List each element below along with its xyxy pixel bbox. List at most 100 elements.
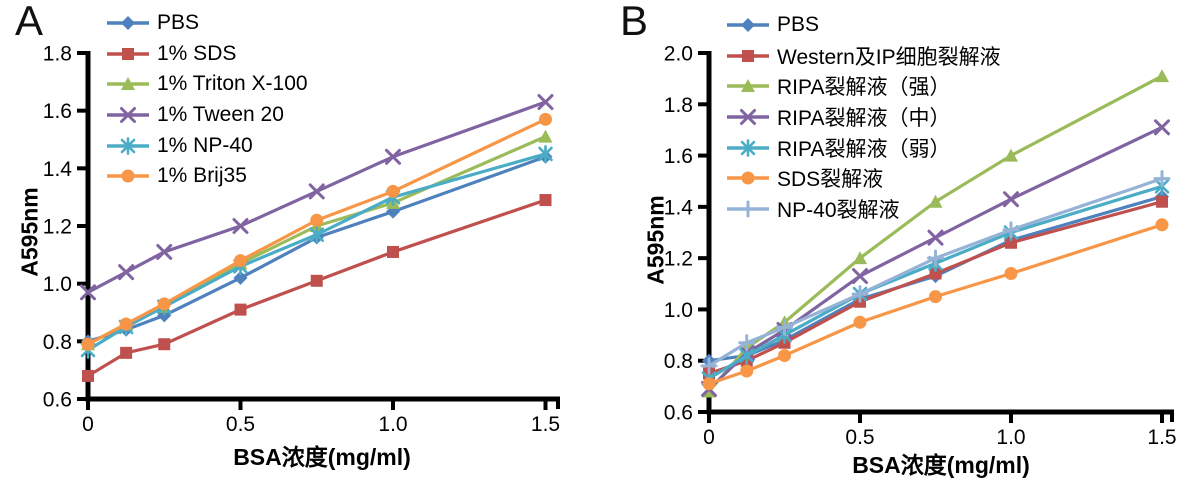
circle-marker-icon — [81, 337, 95, 351]
x-tick-label: 0.5 — [226, 413, 255, 436]
circle-marker-icon — [119, 317, 133, 331]
circle-marker-icon — [853, 315, 867, 329]
legend-item: 1% Brij35 — [106, 161, 308, 192]
y-tick-label: 1.4 — [664, 196, 694, 219]
circle-marker-icon — [929, 290, 942, 304]
legend-item: SDS裂解液 — [726, 163, 1001, 194]
plus-marker-icon — [927, 249, 944, 267]
legend-label: RIPA裂解液（强） — [777, 76, 951, 100]
legend-circle-swatch-icon — [727, 171, 769, 185]
square-marker-icon — [82, 369, 94, 382]
triangle-marker-icon — [928, 194, 943, 208]
legend-diamond-swatch-icon — [107, 16, 149, 31]
legend-item: 1% NP-40 — [106, 130, 308, 161]
x-marker-icon — [308, 183, 325, 200]
y-tick-label: 0.8 — [43, 331, 72, 354]
legend-label: Western及IP细胞裂解液 — [777, 45, 1001, 69]
panel-a-plot: 0.6 0.8 1.0 1.2 1.4 1.6 1.8 0 0.5 1.0 1.5 — [43, 43, 560, 437]
x-tick-label: 1.5 — [1147, 426, 1176, 449]
legend-label: RIPA裂解液（弱） — [777, 137, 951, 161]
circle-marker-icon — [1004, 267, 1018, 281]
legend-item: 1% Triton X-100 — [106, 69, 308, 100]
asterisk-marker-icon — [309, 225, 325, 244]
panel-a-x-axis-title: BSA浓度(mg/ml) — [233, 444, 411, 470]
diamond-marker-icon — [121, 16, 135, 31]
circle-marker-icon — [778, 349, 791, 363]
legend-asterisk-swatch-icon — [727, 138, 769, 157]
legend-square-swatch-icon — [727, 49, 769, 62]
legend-label: 1% Tween 20 — [157, 103, 284, 127]
square-marker-icon — [122, 47, 134, 60]
legend-item: 1% Tween 20 — [106, 100, 308, 131]
x-marker-icon — [927, 229, 944, 246]
square-marker-icon — [310, 274, 323, 287]
legend-label: 1% SDS — [157, 41, 237, 65]
y-tick-label: 1.8 — [43, 43, 72, 66]
series-line-1-6 — [700, 170, 1171, 375]
x-marker-icon — [740, 109, 756, 126]
diamond-marker-icon — [741, 18, 755, 33]
legend-label: RIPA裂解液（中） — [777, 107, 951, 131]
triangle-marker-icon — [853, 251, 867, 265]
plus-marker-icon — [700, 357, 718, 375]
y-tick-label: 0.6 — [43, 389, 72, 412]
circle-marker-icon — [234, 254, 247, 268]
triangle-marker-icon — [538, 129, 553, 143]
x-tick-label: 0 — [703, 426, 715, 449]
y-tick-label: 1.6 — [43, 100, 72, 123]
legend-item: PBS — [106, 8, 308, 39]
circle-marker-icon — [157, 297, 171, 311]
x-marker-icon — [537, 94, 554, 111]
legend-triangle-swatch-icon — [107, 77, 149, 91]
y-tick-label: 1.0 — [43, 273, 72, 296]
x-marker-icon — [1003, 191, 1019, 208]
legend-square-swatch-icon — [107, 47, 149, 60]
triangle-marker-icon — [741, 79, 755, 93]
panel-b-plot: 0.6 0.8 1.0 1.2 1.4 1.6 1.8 2.0 0 0.5 1.0 1.5 — [664, 43, 1177, 450]
x-marker-icon — [232, 218, 249, 234]
y-tick-label: 1.8 — [664, 94, 693, 117]
circle-marker-icon — [702, 377, 716, 391]
legend-label: 1% NP-40 — [157, 133, 253, 157]
legend-label: 1% Triton X-100 — [157, 72, 308, 96]
square-marker-icon — [1005, 236, 1017, 249]
panel-b-legend: PBS Western及IP细胞裂解液 RIPA裂解液（强） RIPA裂解液（中） RI… — [726, 10, 1001, 224]
plus-marker-icon — [851, 285, 869, 303]
plus-marker-icon — [738, 334, 756, 352]
square-marker-icon — [387, 245, 399, 258]
series-line-0-3 — [80, 94, 554, 301]
series-path — [708, 200, 1163, 376]
x-marker-icon — [385, 148, 401, 165]
x-tick-label: 1.0 — [378, 413, 407, 436]
panel-b-letter: B — [620, 0, 649, 44]
square-marker-icon — [120, 346, 133, 359]
panel-a-legend: PBS 1% SDS 1% Triton X-100 1% Tween 20 1% NP… — [106, 8, 308, 192]
x-marker-icon — [118, 264, 135, 281]
y-tick-label: 1.2 — [43, 216, 72, 239]
square-marker-icon — [234, 303, 247, 316]
series-line-0-1 — [82, 194, 552, 382]
legend-label: NP-40裂解液 — [777, 198, 900, 222]
series-path — [708, 223, 1163, 386]
x-marker-icon — [852, 268, 868, 285]
panel-a: 0.6 0.8 1.0 1.2 1.4 1.6 1.8 0 0.5 1.0 1.5 A A595nm… — [0, 0, 596, 479]
y-tick-label: 1.4 — [43, 158, 73, 181]
x-tick-label: 0.5 — [845, 426, 874, 449]
square-marker-icon — [158, 338, 171, 351]
x-marker-icon — [80, 284, 96, 301]
axes: 0.6 0.8 1.0 1.2 1.4 1.6 1.8 0 0.5 1.0 1.5 — [43, 43, 560, 437]
x-marker-icon — [120, 107, 136, 124]
legend-label: SDS裂解液 — [777, 168, 884, 192]
legend-label: PBS — [777, 13, 820, 37]
panel-b-y-axis-title: A595nm — [642, 195, 669, 285]
legend-item: 1% SDS — [106, 39, 308, 70]
circle-marker-icon — [386, 184, 400, 198]
asterisk-marker-icon — [740, 138, 756, 157]
legend-item: Western及IP细胞裂解液 — [726, 41, 1001, 72]
legend-x-swatch-icon — [107, 107, 149, 124]
asterisk-marker-icon — [538, 145, 553, 163]
legend-label: PBS — [157, 11, 200, 35]
plus-marker-icon — [776, 318, 793, 336]
panel-a-y-axis-title: A595nm — [16, 187, 43, 277]
